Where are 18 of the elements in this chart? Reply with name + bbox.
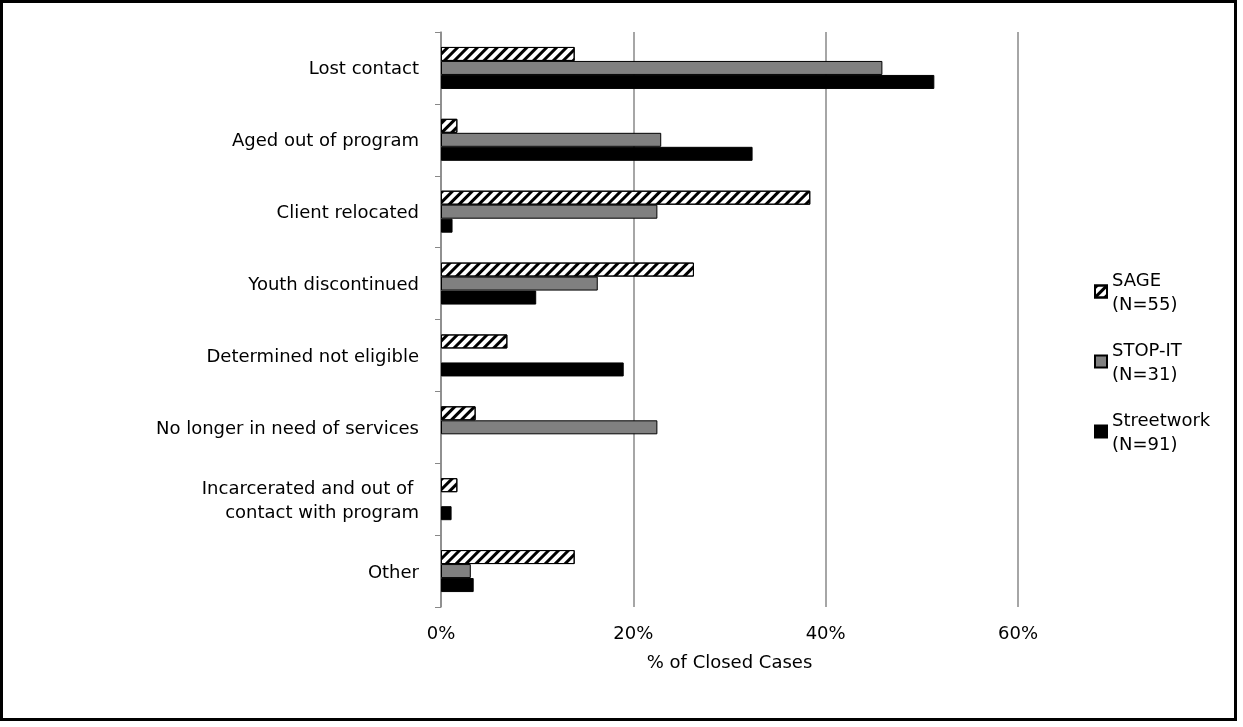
x-tick-label: 0% <box>426 621 456 643</box>
x-tick-label: 20% <box>613 621 654 643</box>
y-tick-label: Determined not eligible <box>206 344 419 366</box>
y-tick-label: Lost contact <box>308 57 419 79</box>
bar <box>441 506 452 521</box>
x-tick-label: 40% <box>805 621 846 643</box>
y-tick-label: Incarcerated and out of contact with program <box>201 476 419 522</box>
y-tick-label: Other <box>367 560 420 582</box>
y-tick-label: Client relocated <box>276 201 419 223</box>
bar <box>441 362 624 377</box>
x-tick-label: 60% <box>997 621 1039 643</box>
y-tick-label: Aged out of program <box>231 129 419 151</box>
x-axis-title: % of Closed Cases <box>646 650 813 672</box>
legend-label: STOP-IT (N=31) <box>1112 339 1183 384</box>
legend-label: SAGE (N=55) <box>1112 269 1178 314</box>
y-tick-label: Youth discontinued <box>247 273 419 295</box>
legend-label: Streetwork (N=91) <box>1112 409 1211 454</box>
y-tick-label: No longer in need of services <box>155 416 419 438</box>
